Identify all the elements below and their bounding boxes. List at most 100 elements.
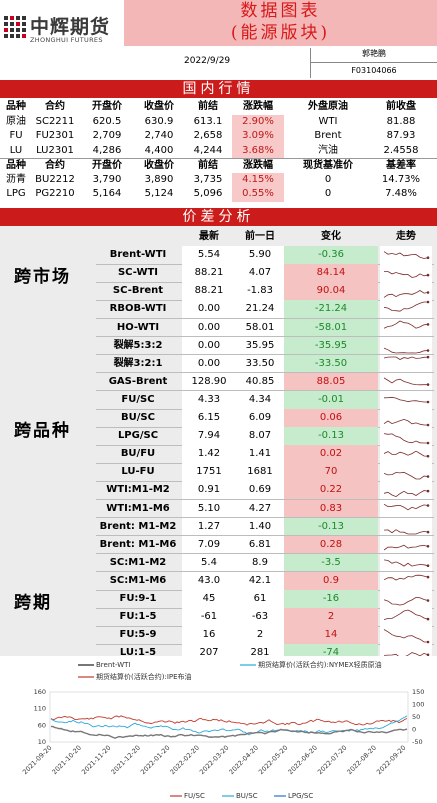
column-header: 涨跌幅 [243,101,273,112]
table-cell: 4.15% [232,172,284,187]
spread-name: Brent: M1-M2 [99,520,177,532]
series-ipe-brent [50,715,408,726]
y-tick-left: 160 [34,688,46,696]
spread-change: 70 [284,463,378,482]
table-cell: 3.09% [232,129,284,144]
spread-latest: 88.21 [182,264,236,283]
domestic-header-row: 品种 合约 开盘价 收盘价 前结 涨跌幅 现货基准价 基差率 [0,158,437,173]
legend-label: Brent-WTI [96,661,131,669]
sparkline-dot [426,530,430,533]
sparkline-dot [426,256,430,260]
spread-latest: 6.15 [182,409,236,427]
sparkline-path [383,290,429,299]
spread-change: 0.9 [284,571,378,590]
table-cell: FU [9,130,23,141]
trend-sparkline [380,390,432,409]
spread-name: SC:M1-M2 [109,556,167,568]
spread-row: Brent: M1-M2 1.27 1.40 -0.13 [0,517,437,536]
table-cell: 2,658 [193,130,223,141]
table-cell: FU2301 [35,130,75,141]
title-banner: 数据图表 (能源版块) [124,0,437,46]
spread-header-row: 最新 前一日 变化 走势 [0,228,437,246]
spread-change: -0.36 [284,246,378,265]
table-cell: LU2301 [36,144,74,156]
table-cell: Brent [314,130,342,141]
spread-latest: 88.21 [182,282,236,301]
spread-prev: 42.1 [236,571,284,590]
column-header: 涨跌幅 [243,160,273,171]
spread-prev: 0.69 [236,481,284,500]
trend-sparkline [380,626,432,645]
x-tick: 2022-05-20 [257,744,289,776]
spread-name: LU-FU [121,466,155,478]
table-cell: 2,740 [144,130,174,141]
spread-name: Brent-WTI [109,249,167,261]
spread-row: FU/SC 4.33 4.34 -0.01 [0,390,437,409]
column-header: 收盘价 [144,101,174,112]
legend-label: LPG/SC [288,792,313,800]
company-logo: 中辉期货 ZHONGHUI FUTURES [4,12,122,46]
table-cell: 4,400 [144,144,174,156]
table-cell: LPG [6,188,26,199]
table-cell: 2,709 [92,130,122,141]
sparkline-path [384,271,429,279]
sparkline-path [383,596,429,606]
sparkline-path [383,629,428,643]
sparkline-path [383,574,429,581]
x-tick: 2021-12-20 [110,744,142,776]
spread-change: 0.06 [284,409,378,427]
spread-change: -35.95 [284,336,378,355]
column-header: 开盘价 [92,160,122,171]
spread-name: LU:1-5 [119,647,157,659]
sparkline-path [383,347,429,353]
column-header: 外盘原油 [308,101,348,112]
sparkline-path [383,528,429,534]
domestic-row: 原油 SC2211 620.5 630.9 613.1 2.90% WTI 81.88 [0,114,437,129]
sparkline-dot [426,475,430,479]
y-tick-left: 10 [38,738,46,746]
spread-latest: 16 [182,626,236,645]
spread-prev: 21.24 [236,300,284,319]
trend-sparkline [380,354,432,373]
column-header: 最新 [199,231,219,242]
sparkline-path [383,559,429,567]
spread-row: SC-Brent 88.21 -1.83 90.04 [0,282,437,301]
legend-label: 期货结算价(活跃合约):NYMEX轻质原油 [258,660,382,669]
x-tick: 2022-01-20 [139,744,171,776]
table-cell: 87.93 [386,130,416,141]
spread-change: 88.05 [284,372,378,391]
sparkline-dot [426,490,430,493]
logo-grid-icon [4,16,26,38]
spread-change: -0.13 [284,517,378,536]
sparkline-dot [426,599,430,602]
spread-name: HO-WTI [116,321,160,333]
spread-name: GAS-Brent [108,375,168,387]
spread-row: SC:M1-M2 5.4 8.9 -3.5 [0,553,437,572]
column-header: 开盘价 [92,101,122,112]
column-header: 前一日 [245,231,275,242]
table-cell: PG2210 [35,188,75,199]
author-name: 郭艳鹏 [310,48,437,63]
spread-change: 2 [284,608,378,627]
spread-latest: 5.4 [182,553,236,572]
spread-name: WTI:M1-M6 [106,502,170,514]
series-brent-wti [50,725,408,739]
spread-change: 0.83 [284,499,378,518]
spread-row: GAS-Brent 128.90 40.85 88.05 [0,372,437,391]
page-title: 数据图表 [240,1,321,21]
sparkline-dot [426,400,430,404]
spread-name: BU/FU [120,448,156,460]
spread-latest: 0.00 [182,318,236,337]
y-tick-right: 150 [412,688,424,696]
y-tick-right: 50 [412,713,420,721]
sparkline-dot [426,575,430,579]
spread-prev: 4.27 [236,499,284,518]
spread-row: Brent: M1-M6 7.09 6.81 0.28 [0,535,437,554]
trend-sparkline [380,336,432,355]
trend-sparkline [380,246,432,265]
sparkline-path [383,433,428,444]
spread-latest: 45 [182,590,236,608]
spread-latest: 7.09 [182,535,236,554]
spread-row: LPG/SC 7.94 8.07 -0.13 [0,427,437,446]
table-cell: 7.48% [385,188,417,199]
